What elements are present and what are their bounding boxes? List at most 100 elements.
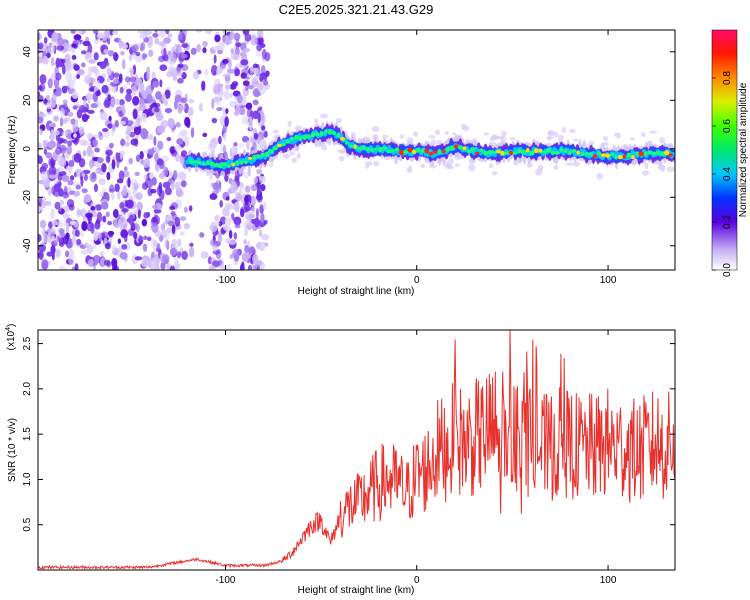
noise-blob — [132, 108, 138, 120]
noise-blob — [166, 137, 172, 142]
ridge-core-mark — [668, 153, 674, 157]
noise-blob — [38, 250, 44, 261]
noise-blob — [64, 59, 72, 71]
noise-blob — [177, 104, 183, 114]
y-tick-label: 1.5 — [22, 427, 33, 441]
noise-blob — [165, 215, 173, 222]
noise-blob — [148, 180, 154, 188]
noise-blob — [99, 250, 105, 257]
noise-blob — [125, 93, 132, 102]
spectrogram-y-label: Frequency (Hz) — [7, 116, 18, 185]
noise-blob — [229, 30, 235, 41]
noise-blob — [124, 166, 128, 171]
faint-blob — [406, 137, 414, 144]
noise-blob — [119, 120, 126, 125]
ridge-core-mark — [290, 136, 294, 141]
noise-blob — [92, 260, 96, 270]
noise-blob — [189, 242, 194, 247]
x-tick-label: -100 — [215, 575, 235, 586]
noise-blob — [94, 168, 102, 175]
noise-blob — [257, 259, 263, 267]
noise-blob — [84, 75, 92, 85]
noise-blob — [130, 85, 137, 97]
noise-blob — [102, 215, 107, 223]
noise-blob — [112, 78, 119, 85]
ridge-core-mark — [324, 129, 328, 134]
faint-blob — [430, 139, 437, 146]
noise-blob — [73, 64, 80, 71]
noise-blob — [176, 138, 184, 145]
noise-blob — [150, 257, 158, 266]
x-tick-label: 100 — [600, 275, 617, 286]
ridge-core-mark — [243, 160, 248, 165]
noise-blob — [74, 263, 79, 270]
noise-blob — [47, 43, 56, 54]
noise-blob — [147, 187, 153, 197]
noise-blob — [229, 83, 237, 90]
noise-blob — [92, 139, 98, 148]
noise-blob — [263, 242, 269, 247]
faint-blob — [602, 136, 609, 142]
noise-blob — [107, 230, 115, 236]
noise-blob — [229, 39, 233, 44]
noise-blob — [141, 259, 149, 268]
noise-blob — [135, 192, 143, 200]
spectrogram-frame — [37, 29, 676, 271]
noise-blob — [222, 30, 227, 35]
ridge-core-mark — [206, 160, 210, 166]
noise-blob — [188, 205, 193, 212]
noise-blob — [214, 78, 221, 85]
noise-blob — [124, 141, 130, 147]
noise-blob — [180, 53, 188, 59]
noise-blob — [101, 163, 107, 173]
noise-blob — [265, 70, 270, 77]
noise-blob — [174, 261, 180, 270]
noise-blob — [58, 228, 65, 235]
noise-blob — [86, 145, 92, 156]
noise-blob — [121, 103, 126, 115]
snr-frame — [37, 329, 676, 571]
noise-blob — [138, 235, 144, 245]
noise-blob — [200, 251, 209, 259]
faint-blob — [444, 130, 449, 136]
noise-blob — [156, 113, 164, 121]
ridge-core-mark — [588, 152, 594, 156]
ridge-core-mark — [504, 151, 510, 155]
ridge-core-mark — [466, 149, 472, 154]
noise-blob — [247, 84, 255, 90]
noise-blob — [121, 208, 129, 213]
ridge-core-mark — [382, 146, 388, 150]
noise-blob — [71, 90, 79, 100]
faint-blob — [500, 130, 507, 137]
ridge-core-mark — [482, 150, 489, 156]
ridge-core-mark — [475, 151, 480, 155]
noise-blob — [106, 67, 112, 76]
ridge-core-mark — [449, 145, 455, 151]
noise-blob — [257, 112, 261, 124]
noise-blob — [38, 244, 46, 251]
noise-blob — [192, 71, 200, 80]
noise-blob — [47, 221, 53, 229]
faint-blob — [434, 129, 441, 136]
faint-blob — [335, 118, 343, 123]
noise-blob — [164, 187, 172, 196]
faint-blob — [641, 132, 646, 137]
ridge-core-mark — [356, 146, 362, 150]
noise-blob — [226, 263, 231, 270]
noise-blob — [66, 145, 73, 155]
noise-blob — [118, 170, 125, 181]
noise-blob — [38, 179, 46, 185]
noise-blob — [233, 142, 238, 147]
ridge-core-mark — [508, 150, 513, 155]
noise-blob — [175, 70, 184, 77]
noise-blob — [249, 68, 254, 76]
ridge-core-mark — [193, 160, 198, 164]
noise-blob — [213, 54, 217, 64]
ridge-core-mark — [626, 152, 631, 158]
noise-blob — [66, 43, 73, 52]
faint-blob — [413, 131, 419, 138]
noise-blob — [41, 162, 49, 170]
noise-blob — [56, 45, 65, 51]
noise-blob — [112, 208, 119, 218]
noise-blob — [234, 175, 240, 182]
